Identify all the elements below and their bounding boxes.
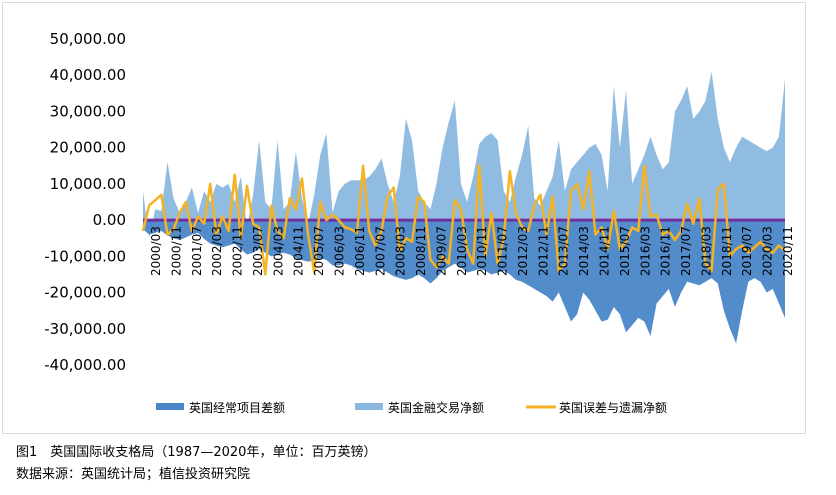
x-tick-label: 2007/07 <box>373 226 387 276</box>
x-tick-label: 2004/11 <box>292 226 306 276</box>
legend-errors-label: 英国误差与遗漏净额 <box>559 401 667 415</box>
x-tick-label: 2016/03 <box>638 226 652 276</box>
series-financial-area <box>143 71 785 239</box>
x-tick-label: 2018/03 <box>700 226 714 276</box>
y-tick-label: 30,000.00 <box>50 102 126 120</box>
x-tick-label: 2005/07 <box>312 226 326 276</box>
y-tick-label: 40,000.00 <box>50 66 126 84</box>
x-tick-label: 2020/03 <box>761 226 775 276</box>
legend-current-account-swatch <box>156 403 184 410</box>
x-tick-label: 2003/07 <box>251 226 265 276</box>
legend-financial-swatch <box>355 403 383 410</box>
y-tick-label: -30,000.00 <box>44 320 126 338</box>
y-tick-label: 0.00 <box>93 211 126 229</box>
x-tick-label: 2018/11 <box>720 226 734 276</box>
chart-svg: 50,000.00 40,000.00 30,000.00 20,000.00 10,0… <box>44 30 795 415</box>
figure-caption: 图1 英国国际收支格局（1987—2020年，单位：百万英镑） <box>16 445 377 460</box>
x-tick-label: 2010/03 <box>455 226 469 276</box>
x-tick-label: 2014/11 <box>598 226 612 276</box>
x-tick-label: 2008/03 <box>394 226 408 276</box>
x-tick-label: 2013/07 <box>557 226 571 276</box>
chart-frame: 50,000.00 40,000.00 30,000.00 20,000.00 10,0… <box>2 2 806 434</box>
x-tick-label: 2009/07 <box>434 226 448 276</box>
x-tick-label: 2000/11 <box>169 226 183 276</box>
legend-current-account-label: 英国经常项目差额 <box>189 401 285 415</box>
y-tick-label: 20,000.00 <box>50 139 126 157</box>
x-tick-label: 2006/03 <box>333 226 347 276</box>
x-tick-label: 2017/07 <box>679 226 693 276</box>
x-tick-label: 2011/07 <box>496 226 510 276</box>
x-tick-label: 2008/11 <box>414 226 428 276</box>
y-tick-label: -10,000.00 <box>44 247 126 265</box>
series-errors-line <box>141 164 786 276</box>
x-tick-label: 2016/11 <box>659 226 673 276</box>
x-tick-label: 2000/03 <box>149 226 163 276</box>
x-tick-label: 2001/07 <box>190 226 204 276</box>
x-tick-label: 2019/07 <box>740 226 754 276</box>
y-tick-label: -20,000.00 <box>44 284 126 302</box>
legend-financial-label: 英国金融交易净额 <box>388 400 484 415</box>
x-tick-label: 2012/11 <box>536 226 550 276</box>
y-tick-label: 50,000.00 <box>50 30 126 48</box>
x-tick-label: 2010/11 <box>475 226 489 276</box>
x-tick-label: 2012/03 <box>516 226 530 276</box>
x-tick-label: 2014/03 <box>577 226 591 276</box>
y-tick-label: 10,000.00 <box>50 175 126 193</box>
x-tick-label: 2002/11 <box>231 226 245 276</box>
x-tick-label: 2020/11 <box>781 226 795 276</box>
source-caption: 数据来源：英国统计局；植信投资研究院 <box>16 467 251 482</box>
x-tick-label: 2006/11 <box>353 226 367 276</box>
series-current-account-area <box>143 220 785 344</box>
x-tick-label: 2002/03 <box>210 226 224 276</box>
y-tick-label: -40,000.00 <box>44 356 126 374</box>
x-tick-label: 2015/07 <box>618 226 632 276</box>
x-tick-label: 2004/03 <box>271 226 285 276</box>
